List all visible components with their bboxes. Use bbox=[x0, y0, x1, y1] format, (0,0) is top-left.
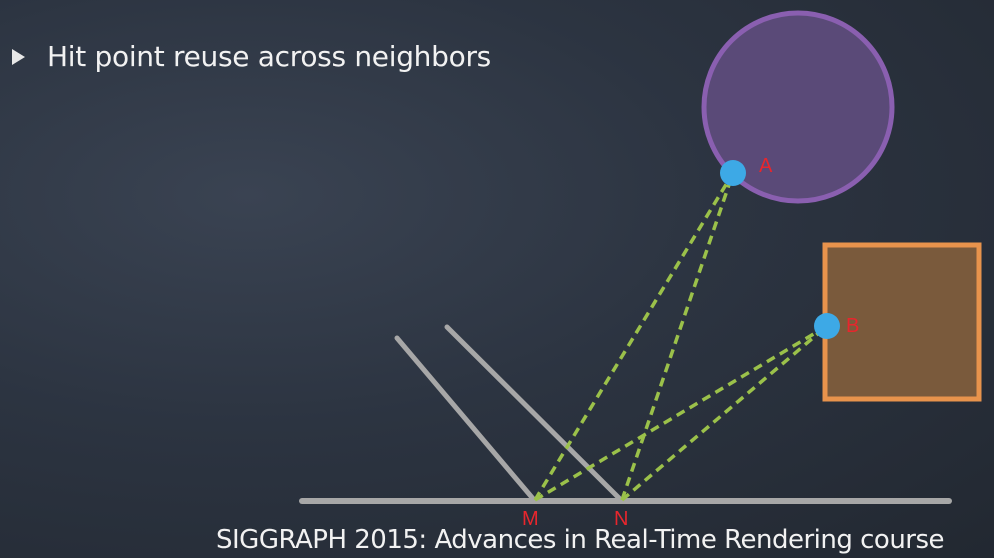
view-ray-n bbox=[444, 324, 625, 504]
footer-text: SIGGRAPH 2015: Advances in Real-Time Ren… bbox=[216, 525, 945, 555]
label-a: A bbox=[759, 155, 773, 177]
label-m: M bbox=[522, 508, 539, 530]
ray-n-to-a bbox=[620, 172, 735, 501]
bullet-text: Hit point reuse across neighbors bbox=[47, 40, 491, 73]
hit-point-b bbox=[814, 313, 840, 339]
triangle-right-icon bbox=[12, 48, 25, 65]
ray-m-to-b bbox=[534, 324, 828, 502]
view-ray-m bbox=[394, 335, 538, 504]
label-n: N bbox=[614, 508, 628, 530]
hit-point-a bbox=[720, 160, 746, 186]
label-b: B bbox=[846, 315, 859, 337]
box-object bbox=[822, 242, 982, 402]
bullet-item: Hit point reuse across neighbors bbox=[12, 40, 491, 73]
sphere-object bbox=[701, 10, 895, 204]
ray-m-to-a bbox=[533, 172, 735, 501]
